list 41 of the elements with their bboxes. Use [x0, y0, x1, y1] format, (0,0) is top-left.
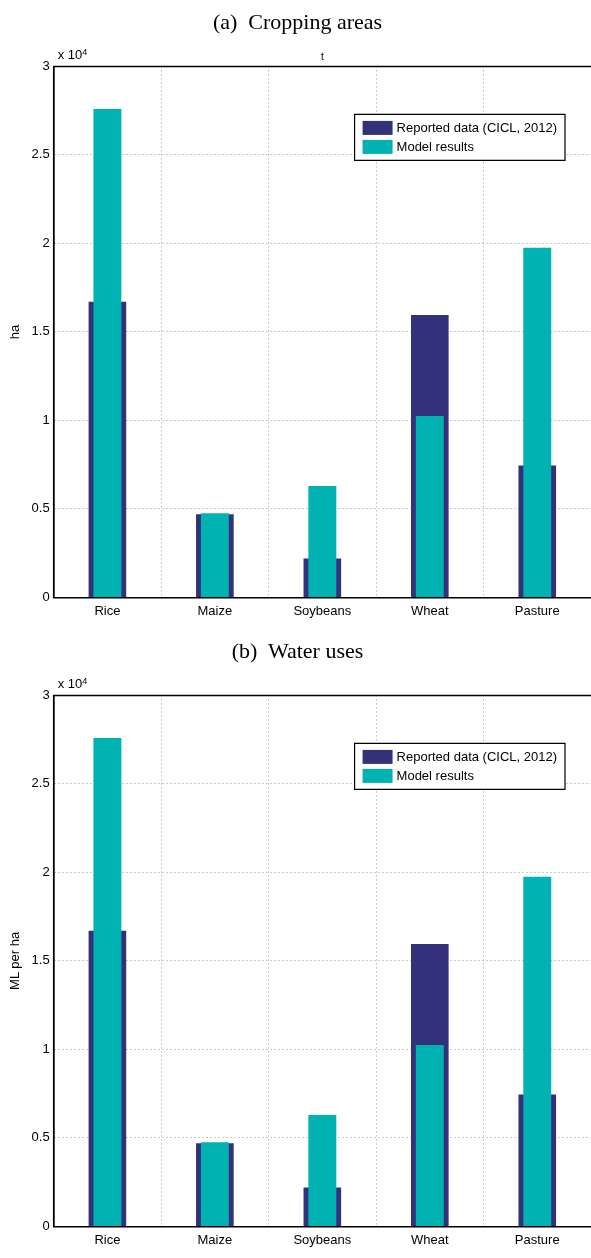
x-tick-label: Wheat: [411, 1231, 449, 1247]
bar: [415, 415, 444, 597]
x-tick-label: Rice: [94, 602, 121, 618]
chart-title: (a) Cropping areas: [212, 8, 383, 34]
bar: [523, 876, 552, 1226]
bar: [523, 247, 552, 597]
x-tick-label: Rice: [94, 1231, 121, 1247]
legend-label: Model results: [396, 768, 475, 784]
y-tick-label: 0.5: [31, 1129, 50, 1145]
legend-label: Reported data (CICL, 2012): [396, 749, 558, 765]
y-tick-label: 1: [42, 411, 50, 427]
y-tick-label: 3: [42, 686, 50, 702]
y-tick-label: 1: [42, 1040, 50, 1056]
bar: [415, 1044, 444, 1226]
y-tick-label: 0: [42, 1217, 50, 1233]
legend-label: Reported data (CICL, 2012): [396, 120, 558, 136]
y-tick-label: 2: [42, 234, 50, 250]
bar: [93, 108, 122, 597]
y-tick-label: 3: [42, 57, 50, 73]
y-tick-label: 1.5: [31, 323, 50, 339]
y-tick-label: 2.5: [31, 146, 50, 162]
y-tick-label: 0.5: [31, 500, 50, 516]
x-tick-label: Pasture: [514, 1231, 560, 1247]
x-tick-label: Soybeans: [293, 1231, 352, 1247]
x-tick-label: Pasture: [514, 602, 560, 618]
bar: [93, 737, 122, 1226]
bar: [308, 485, 337, 597]
y-tick-label: 2.5: [31, 775, 50, 791]
x-tick-label: Maize: [197, 1231, 233, 1247]
chart-title: (b) Water uses: [231, 637, 364, 663]
x-tick-label: Wheat: [411, 602, 449, 618]
y-axis-title: ML per ha: [7, 931, 23, 990]
y-axis-title: ha: [7, 323, 23, 340]
y-tick-label: 1.5: [31, 952, 50, 968]
x-tick-label: Soybeans: [293, 602, 352, 618]
legend-label: Model results: [396, 139, 475, 155]
x-tick-label: Maize: [197, 602, 233, 618]
text: t: [320, 51, 324, 63]
bar: [308, 1114, 337, 1226]
y-tick-label: 0: [42, 588, 50, 604]
y-tick-label: 2: [42, 863, 50, 879]
